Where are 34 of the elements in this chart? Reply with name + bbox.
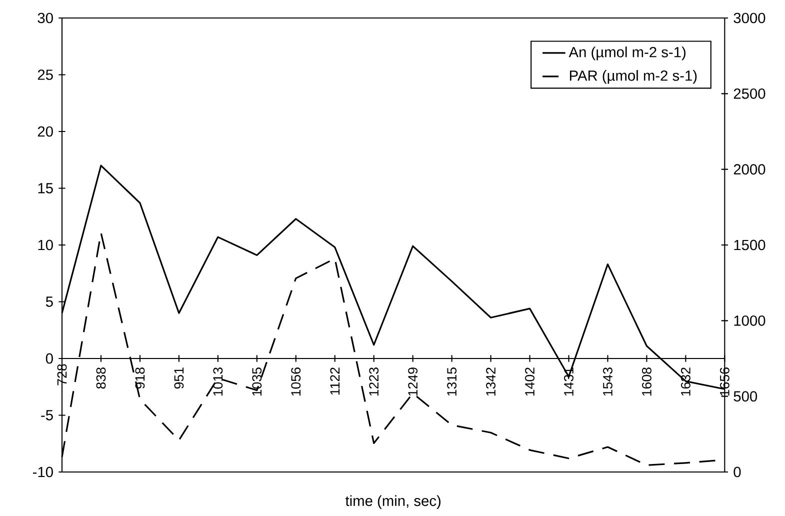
x-tick-label: 1315 — [447, 368, 457, 396]
y2-tick-label: 1000 — [734, 315, 766, 326]
legend-label: PAR (µmol m-2 s-1) — [570, 70, 697, 84]
legend-label: An (µmol m-2 s-1) — [568, 46, 686, 60]
x-tick-label: 1543 — [603, 368, 612, 396]
x-tick-label: 951 — [174, 368, 184, 389]
x-tick-label: 1035 — [252, 368, 262, 396]
y2-tick-label: 500 — [734, 391, 758, 402]
x-tick-label: 1013 — [213, 368, 223, 396]
x-tick-label: 1122 — [330, 368, 340, 395]
x-tick-label: 1608 — [642, 368, 652, 396]
y-tick-label: 0 — [46, 353, 53, 364]
x-tick-label: 1249 — [408, 368, 418, 396]
x-axis-title: time (min, sec) — [345, 495, 440, 509]
y2-tick-label: 2500 — [734, 88, 766, 99]
y-tick-label: 10 — [38, 240, 53, 250]
x-tick-label: 1342 — [486, 368, 496, 396]
y2-tick-label: 3000 — [734, 12, 766, 24]
y-tick-label: -10 — [32, 466, 53, 478]
y-tick-label: 15 — [38, 183, 53, 194]
x-tick-label: 838 — [96, 368, 106, 389]
x-tick-label: 1223 — [369, 368, 379, 396]
x-tick-label: 918 — [135, 368, 145, 389]
x-tick-label: 1056 — [291, 368, 301, 396]
x-tick-label: 1402 — [525, 368, 534, 396]
y2-tick-label: 2000 — [734, 164, 766, 175]
y-tick-label: 5 — [46, 296, 53, 307]
y-tick-label: 30 — [38, 12, 53, 24]
y2-tick-label: 1500 — [734, 240, 766, 250]
x-tick-label: 1632 — [680, 368, 690, 396]
y2-tick-label: 0 — [734, 466, 741, 478]
y-tick-label: 25 — [38, 70, 53, 80]
y-tick-label: 20 — [38, 126, 53, 137]
y-tick-label: -5 — [41, 410, 53, 420]
